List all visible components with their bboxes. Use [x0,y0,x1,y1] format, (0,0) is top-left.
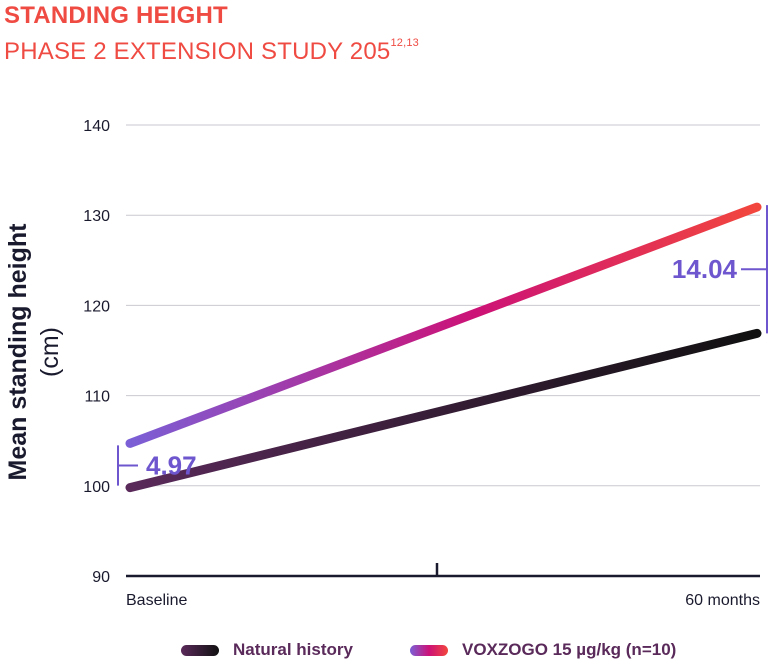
x-tick-baseline: Baseline [126,592,187,609]
annotation-60-months-difference: 14.04 [672,254,738,284]
legend-swatch-voxzogo [410,644,448,656]
legend-label-natural-history: Natural history [233,640,353,659]
y-tick-140: 140 [83,118,110,135]
line-chart: 90 100 110 120 130 140 Mean standing height (… [4,118,768,609]
legend: Natural history VOXZOGO 15 µg/kg (n=10) [0,640,768,664]
legend-item-voxzogo: VOXZOGO 15 µg/kg (n=10) [410,640,676,660]
y-tick-120: 120 [83,298,110,315]
y-tick-90: 90 [92,569,110,586]
legend-label-voxzogo: VOXZOGO 15 µg/kg (n=10) [462,640,677,659]
y-axis-unit: (cm) [36,327,64,377]
chart-subtitle-reference: 12,13 [390,37,419,49]
chart-subtitle-text: PHASE 2 EXTENSION STUDY 205 [4,38,391,65]
y-tick-100: 100 [83,479,110,496]
annotation-bracket-baseline [117,445,138,486]
y-tick-110: 110 [84,389,110,406]
annotation-baseline-difference: 4.97 [146,451,197,481]
annotation-bracket-60-months [741,205,768,334]
legend-item-natural-history: Natural history [181,640,353,660]
y-tick-130: 130 [83,208,110,225]
y-axis-label: Mean standing height [4,223,32,481]
x-tick-60-months: 60 months [685,592,760,609]
series-line-voxzogo [125,202,762,448]
chart-subtitle: PHASE 2 EXTENSION STUDY 20512,13 [4,37,419,66]
legend-swatch-natural-history [181,644,219,656]
chart-title: STANDING HEIGHT [4,2,228,29]
series-line-natural-history [125,328,762,493]
